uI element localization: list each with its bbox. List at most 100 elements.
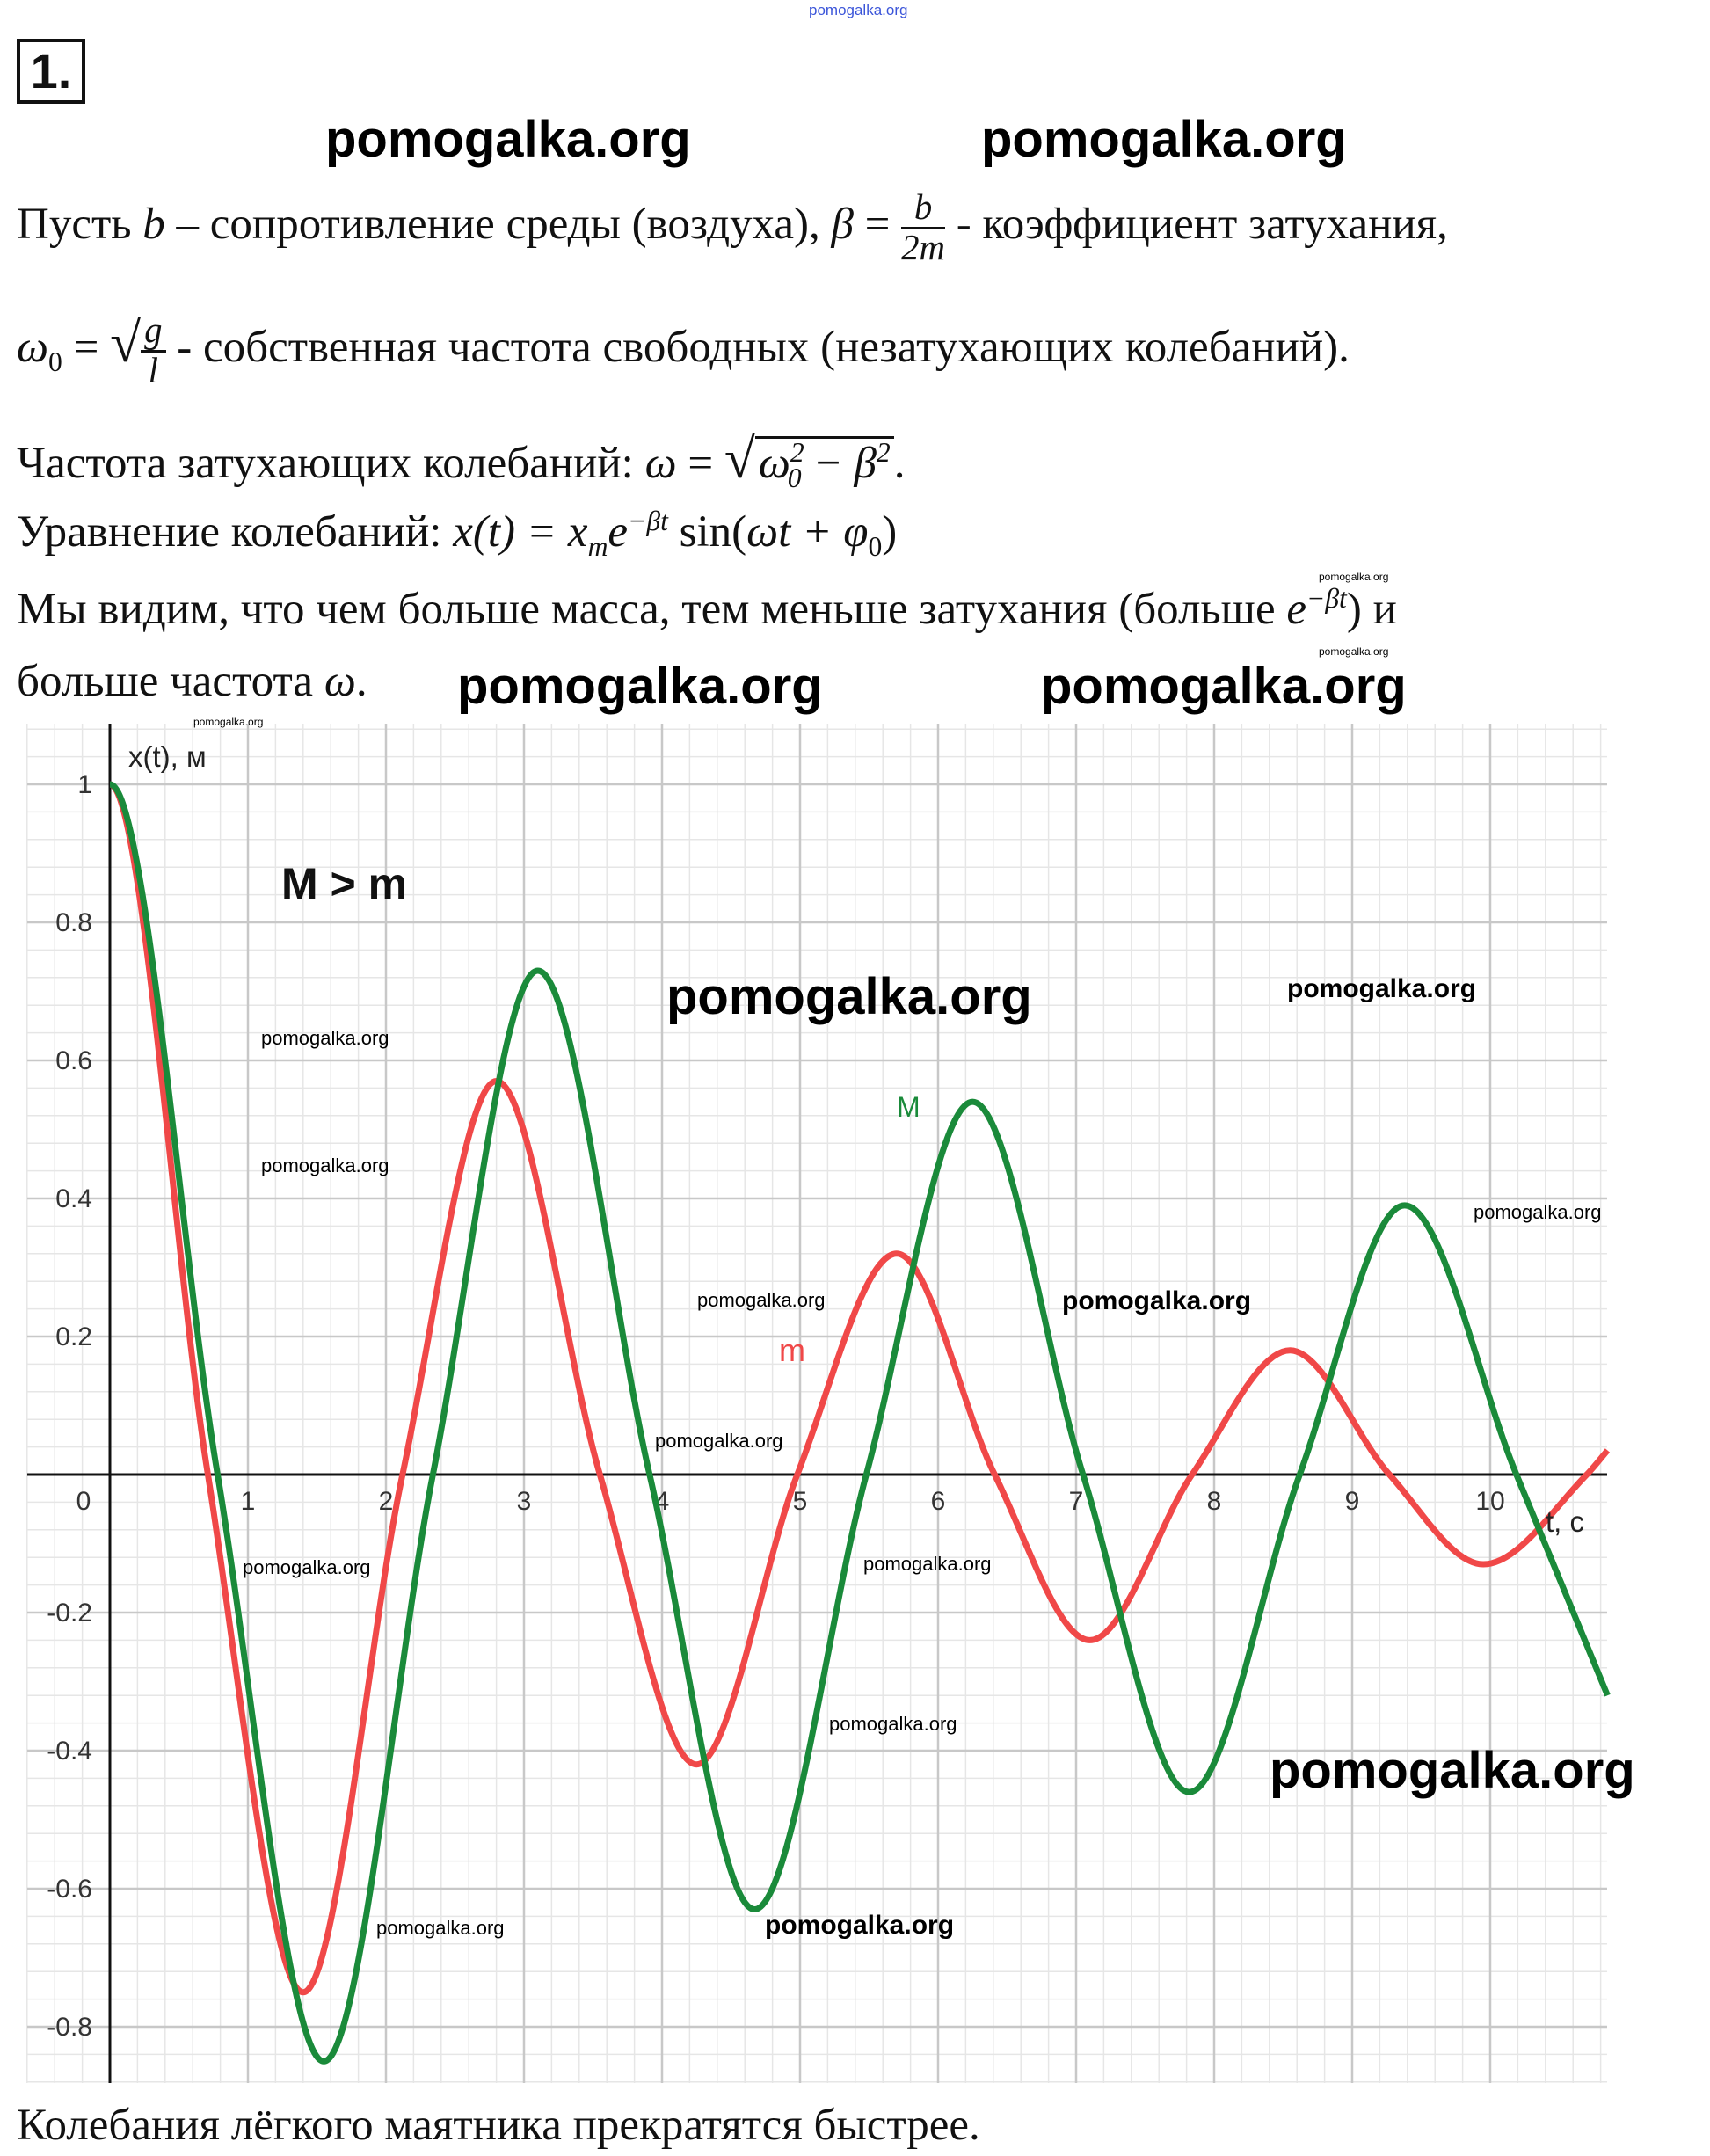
x-tick-label: 5 [793, 1487, 808, 1516]
watermark: pomogalka.org [765, 1911, 955, 1940]
sqrt: √ g l [110, 311, 166, 390]
x-tick-label: 10 [1475, 1487, 1504, 1516]
sqrt: √ω20 − β2 [724, 431, 894, 492]
text-line-1: Пусть b – сопротивление среды (воздуха),… [17, 188, 1448, 267]
series-line-m [108, 781, 1611, 1996]
x-axis-label: t, c [1546, 1505, 1584, 1538]
math-var: β [831, 200, 854, 250]
text: Мы видим, что чем больше масса, тем мень… [17, 585, 1287, 634]
superscript: −βt [1306, 583, 1347, 614]
watermark: pomogalka.org [829, 1713, 957, 1735]
series-label-M: M [897, 1091, 920, 1123]
math-op: = [853, 200, 902, 250]
series-line-M [108, 781, 1611, 2065]
text: ) и [1346, 585, 1397, 634]
math-var: ω [644, 439, 677, 488]
x-tick-label: 8 [1207, 1487, 1222, 1516]
text-line-4: Уравнение колебаний: x(t) = xme−βt sin(ω… [17, 507, 898, 561]
y-tick-label: -0.6 [47, 1875, 92, 1904]
tick-labels: 0 1 2 3 4 5 6 7 8 9 1010.80.60.40.2-0.2-0.4-0.6-0.… [47, 770, 1504, 2042]
x-tick-label: 2 [379, 1487, 394, 1516]
problem-number: 1. [17, 39, 85, 104]
watermark: pomogalka.org [325, 111, 691, 168]
curves [108, 781, 1611, 2065]
watermark: pomogalka.org [193, 716, 264, 728]
watermark: pomogalka.org [863, 1553, 992, 1575]
conclusion-text: Колебания лёгкого маятника прекратятся б… [17, 2101, 980, 2150]
series-label-m: m [779, 1332, 805, 1368]
math-var: (t) = x [472, 507, 588, 557]
subscript: 0 [48, 346, 62, 378]
watermark: pomogalka.org [981, 111, 1347, 168]
subscript: 0 [868, 531, 883, 563]
y-tick-label: 0.2 [55, 1322, 92, 1351]
watermark: pomogalka.org [457, 658, 823, 715]
x-tick-label: 9 [1345, 1487, 1360, 1516]
math-var: x [453, 507, 473, 557]
y-tick-label: -0.2 [47, 1599, 92, 1628]
y-tick-label: 0.8 [55, 908, 92, 937]
x-tick-label: 7 [1069, 1487, 1084, 1516]
denominator: l [148, 350, 158, 390]
subscript: 0 [787, 463, 802, 494]
radical-sign: √ [110, 311, 142, 375]
subscript: m [587, 531, 608, 563]
math-var: e [608, 507, 629, 557]
text: больше частота [17, 657, 324, 706]
fraction: b 2m [901, 188, 946, 267]
radical-sign: √ [724, 427, 755, 490]
text: . [355, 657, 367, 706]
math-var: ω [758, 439, 790, 488]
x-tick-label: 3 [517, 1487, 532, 1516]
text: - собственная частота свободных (незатух… [165, 323, 1350, 373]
watermark: pomogalka.org [1270, 1742, 1635, 1799]
text: Уравнение колебаний: [17, 507, 454, 557]
math-fn: sin( [667, 507, 747, 557]
watermark: pomogalka.org [243, 1556, 371, 1578]
text: – сопротивление среды (воздуха), [164, 200, 832, 250]
x-tick-label: 1 [241, 1487, 256, 1516]
watermark: pomogalka.org [1062, 1286, 1252, 1315]
math-var: ω [324, 657, 356, 706]
math-var: b [142, 200, 165, 250]
y-tick-label: -0.4 [47, 1737, 92, 1766]
text-line-2: ω0 = √ g l - собственная частота свободных… [17, 311, 1350, 390]
grid [26, 724, 1607, 2083]
watermark: pomogalka.org [1041, 658, 1407, 715]
text: - коэффициент затухания, [945, 200, 1448, 250]
superscript: 2 [876, 437, 891, 468]
watermark-top: pomogalka.org [809, 2, 908, 18]
math-op: ) [882, 507, 898, 557]
y-axis-label: x(t), м [128, 740, 207, 773]
math-op: = [676, 439, 724, 488]
text: . [893, 439, 906, 488]
radicand: ω20 − β2 [754, 436, 894, 492]
watermark: pomogalka.org [261, 1154, 389, 1176]
math-var: ω [17, 323, 49, 373]
watermark: pomogalka.org [1474, 1201, 1602, 1223]
watermark: pomogalka.org [1319, 571, 1389, 583]
axes [27, 724, 1607, 2083]
watermark: pomogalka.org [697, 1289, 826, 1311]
x-tick-label: 0 [76, 1487, 91, 1516]
superscript: −βt [628, 506, 668, 536]
y-tick-label: -0.8 [47, 2013, 92, 2042]
y-tick-label: 0.4 [55, 1184, 92, 1213]
y-tick-label: 1 [77, 770, 92, 799]
denominator: 2m [901, 227, 946, 267]
text-line-3: Частота затухающих колебаний: ω = √ω20 −… [17, 431, 906, 492]
watermark: pomogalka.org [666, 968, 1032, 1025]
text-line-6: больше частота ω. [17, 659, 367, 704]
math-var: − β [801, 439, 877, 488]
y-tick-label: 0.6 [55, 1046, 92, 1075]
watermark: pomogalka.org [1319, 645, 1389, 658]
numerator: b [901, 188, 946, 229]
math-op: = [62, 323, 111, 373]
math-var: ωt + φ [746, 507, 869, 557]
watermark: pomogalka.org [1287, 974, 1477, 1003]
text-line-5: Мы видим, что чем больше масса, тем мень… [17, 585, 1397, 634]
numerator: g [141, 311, 166, 353]
annotation-mass-comparison: M > m [281, 859, 407, 908]
